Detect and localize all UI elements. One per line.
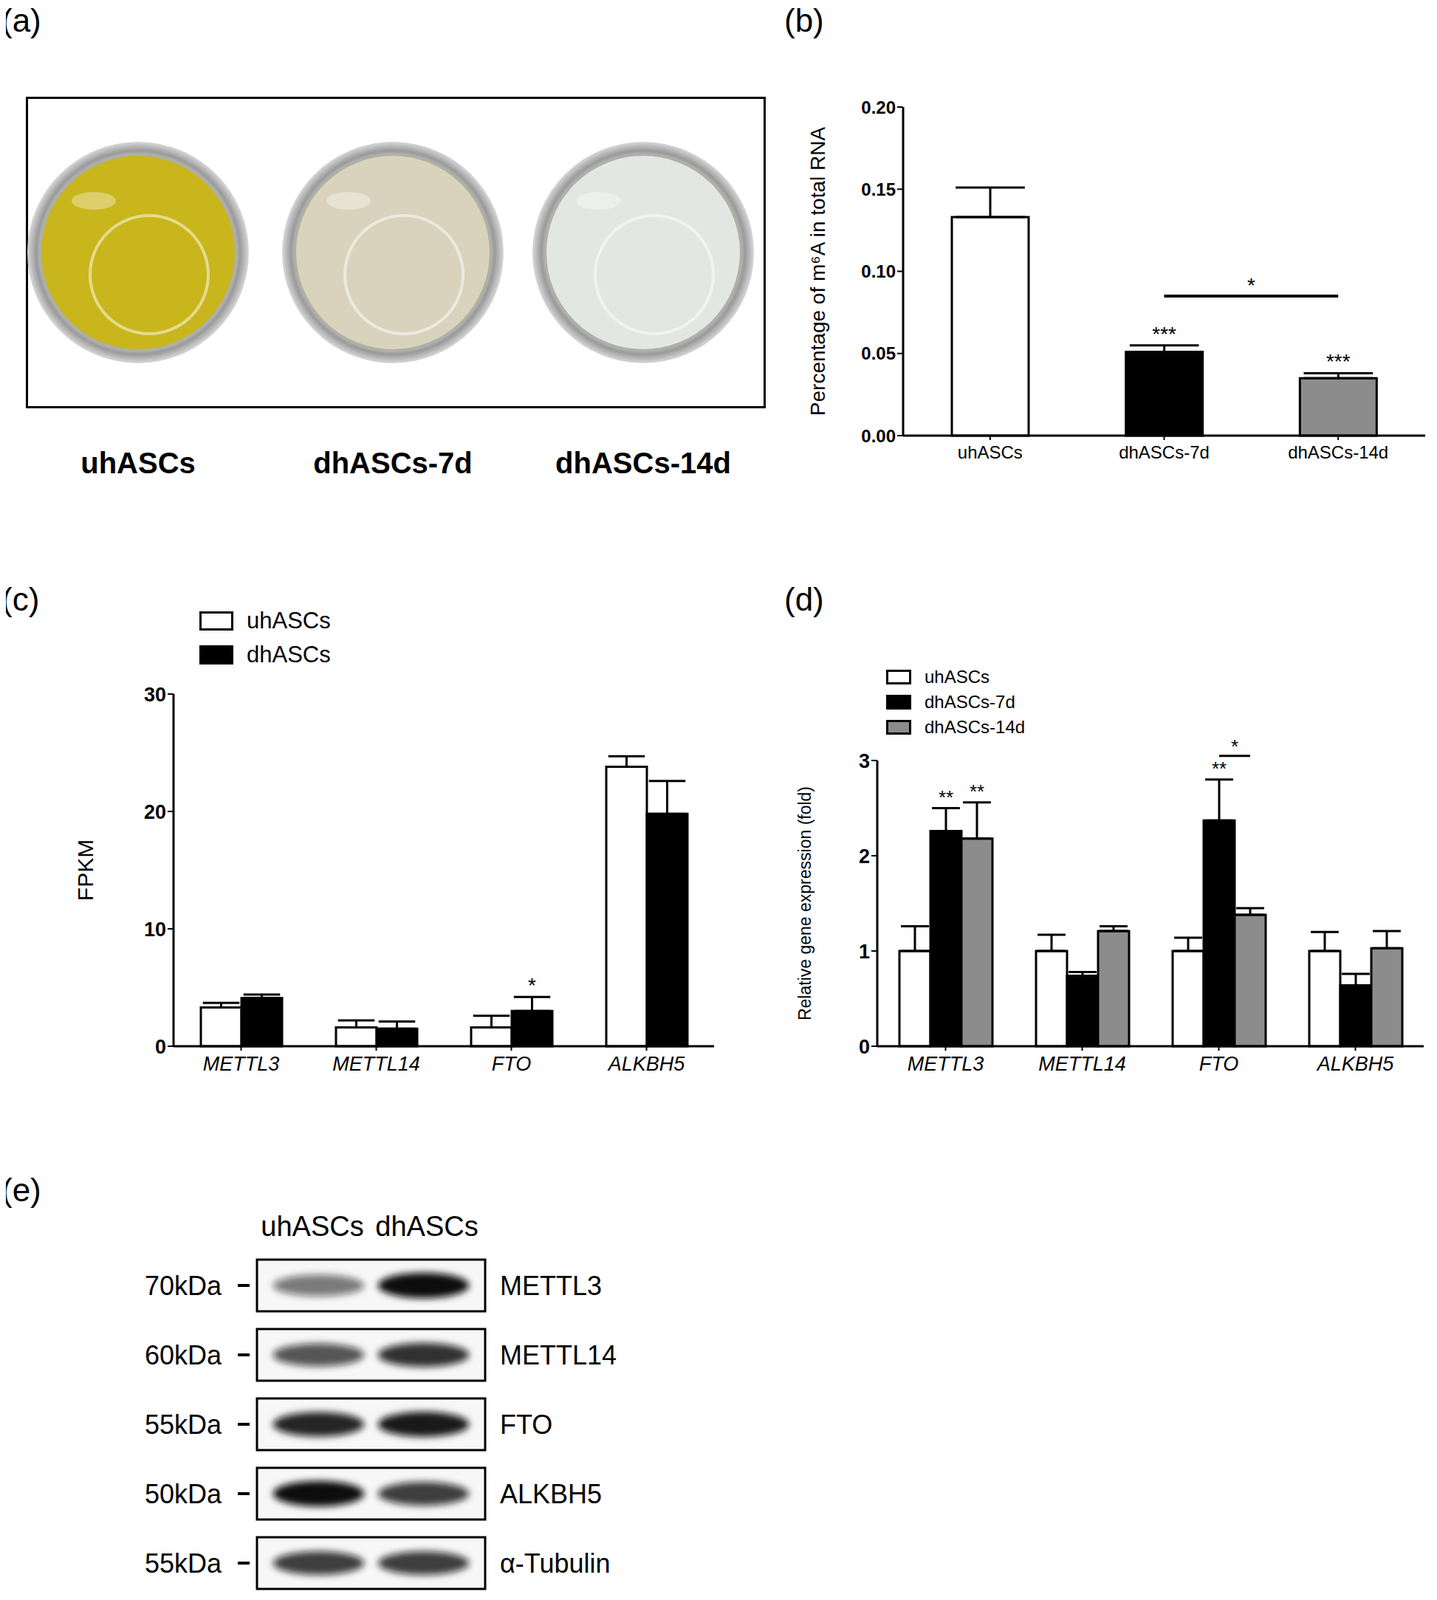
html-text:(b): (b) — [784, 2, 824, 39]
svg-text:dhASCs-14d: dhASCs-14d — [1287, 442, 1389, 463]
svg-text:*: * — [527, 973, 537, 997]
svg-text:FPKM: FPKM — [73, 839, 98, 901]
svg-text:Relative gene expression (fold: Relative gene expression (fold) — [795, 786, 815, 1021]
svg-text:20: 20 — [143, 801, 167, 824]
svg-text:10: 10 — [143, 918, 167, 941]
svg-text:**: ** — [969, 780, 985, 803]
html-text:(e): (e) — [1, 1171, 42, 1209]
svg-text:***: *** — [1326, 350, 1351, 373]
svg-text:*: * — [1230, 735, 1239, 758]
svg-text:METTL14: METTL14 — [499, 1340, 617, 1371]
svg-text:METTL3: METTL3 — [499, 1270, 602, 1302]
svg-text:0.05: 0.05 — [861, 343, 896, 364]
svg-text:METTL3: METTL3 — [907, 1053, 985, 1076]
svg-text:METTL14: METTL14 — [1038, 1053, 1127, 1076]
svg-text:FTO: FTO — [499, 1409, 553, 1440]
svg-text:**: ** — [938, 786, 954, 809]
svg-text:0: 0 — [155, 1036, 167, 1059]
html-text:(c): (c) — [1, 581, 40, 618]
svg-text:0.15: 0.15 — [861, 179, 896, 200]
html-text:uhASCs: uhASCs — [924, 666, 990, 687]
svg-text:60kDa: 60kDa — [144, 1340, 223, 1371]
html-text:dhASCs: dhASCs — [375, 1211, 479, 1243]
svg-text:ALKBH5: ALKBH5 — [606, 1053, 687, 1076]
svg-text:30: 30 — [143, 683, 167, 706]
html-text:uhASCs: uhASCs — [246, 607, 331, 634]
html-text:uhASCs: uhASCs — [260, 1211, 364, 1243]
html-text:(d): (d) — [784, 581, 824, 618]
html-text:dhASCs-7d: dhASCs-7d — [313, 446, 473, 480]
html-text:(a): (a) — [1, 2, 42, 39]
html-text:dhASCs-14d: dhASCs-14d — [924, 717, 1026, 737]
html-text:dhASCs: dhASCs — [246, 641, 331, 668]
svg-text:FTO: FTO — [491, 1053, 532, 1076]
svg-text:ALKBH5: ALKBH5 — [1315, 1053, 1395, 1076]
svg-text:55kDa: 55kDa — [144, 1548, 223, 1579]
svg-text:0.00: 0.00 — [861, 426, 896, 447]
svg-text:α-Tubulin: α-Tubulin — [499, 1548, 611, 1579]
html-text:dhASCs-14d: dhASCs-14d — [555, 446, 731, 480]
svg-text:50kDa: 50kDa — [144, 1479, 223, 1510]
svg-text:0.20: 0.20 — [861, 97, 896, 118]
svg-text:1: 1 — [858, 940, 870, 963]
svg-text:3: 3 — [858, 750, 870, 773]
svg-text:2: 2 — [858, 845, 870, 868]
html-text:uhASCs: uhASCs — [80, 446, 196, 480]
svg-text:**: ** — [1211, 757, 1227, 780]
svg-text:uhASCs: uhASCs — [957, 442, 1023, 463]
svg-text:Percentage of m⁶A in total RNA: Percentage of m⁶A in total RNA — [806, 127, 830, 417]
svg-text:0: 0 — [858, 1036, 870, 1059]
svg-text:70kDa: 70kDa — [144, 1270, 223, 1302]
svg-text:0.10: 0.10 — [861, 261, 896, 282]
svg-text:ALKBH5: ALKBH5 — [499, 1479, 602, 1510]
svg-text:55kDa: 55kDa — [144, 1409, 223, 1440]
svg-text:***: *** — [1151, 322, 1177, 346]
svg-text:*: * — [1247, 273, 1256, 297]
html-text:dhASCs-7d: dhASCs-7d — [924, 691, 1016, 712]
svg-text:METTL14: METTL14 — [332, 1053, 421, 1076]
svg-text:METTL3: METTL3 — [203, 1053, 280, 1076]
svg-text:FTO: FTO — [1199, 1053, 1240, 1076]
svg-text:dhASCs-7d: dhASCs-7d — [1118, 442, 1210, 463]
